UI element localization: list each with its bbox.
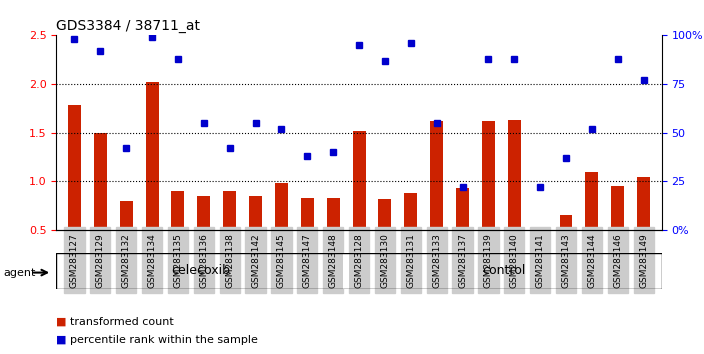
Bar	[404, 193, 417, 230]
Bar	[223, 191, 236, 230]
Text: transformed count: transformed count	[70, 317, 174, 327]
Bar	[172, 191, 184, 230]
Text: percentile rank within the sample: percentile rank within the sample	[70, 335, 258, 345]
Bar	[353, 131, 365, 230]
Bar	[456, 188, 469, 230]
Bar	[534, 228, 546, 230]
Bar	[120, 201, 132, 230]
Bar	[275, 183, 288, 230]
Bar	[343, 253, 349, 289]
Bar	[146, 82, 158, 230]
Text: control: control	[482, 264, 525, 277]
Bar	[301, 198, 314, 230]
Text: celecoxib: celecoxib	[172, 264, 231, 277]
Bar	[611, 186, 624, 230]
Bar	[249, 196, 262, 230]
Bar	[94, 133, 107, 230]
Bar	[197, 196, 210, 230]
Bar	[560, 216, 572, 230]
Text: ■: ■	[56, 335, 67, 345]
Bar	[586, 172, 598, 230]
Text: agent: agent	[4, 268, 36, 278]
Bar	[637, 177, 650, 230]
Bar	[430, 121, 443, 230]
Bar	[379, 199, 391, 230]
Text: ■: ■	[56, 317, 67, 327]
Bar	[508, 120, 521, 230]
Text: GDS3384 / 38711_at: GDS3384 / 38711_at	[56, 19, 201, 33]
Bar	[68, 105, 81, 230]
Bar	[327, 198, 339, 230]
Bar	[482, 121, 495, 230]
